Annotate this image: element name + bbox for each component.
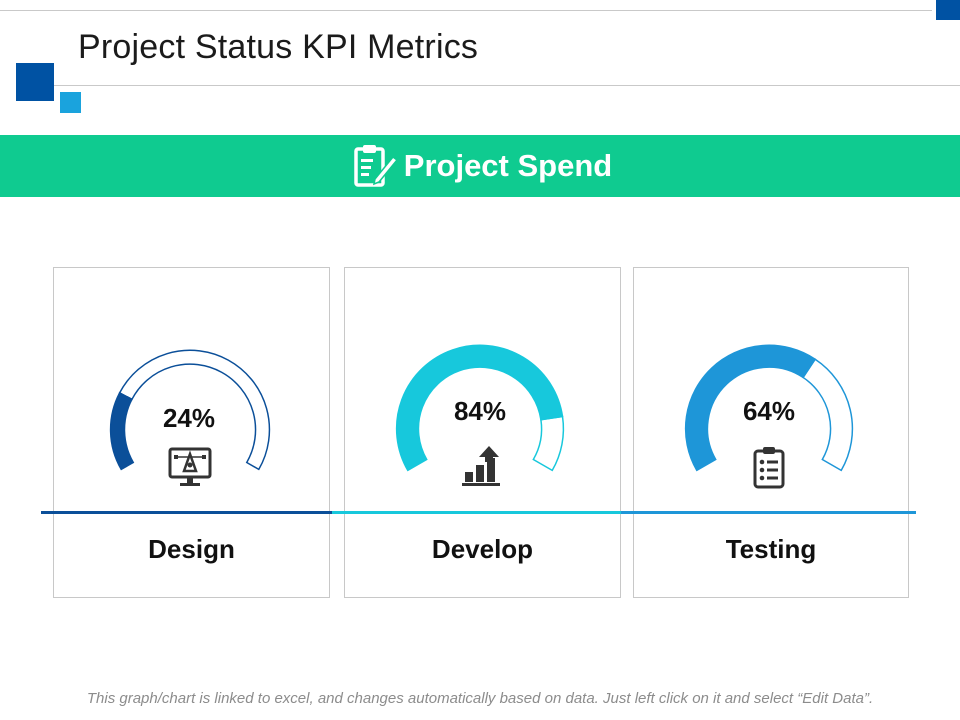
gauge-develop — [395, 344, 565, 472]
corner-accent — [936, 0, 960, 20]
gauge-track-develop — [532, 415, 565, 472]
gauge-fill-testing — [684, 344, 817, 472]
divider-testing — [621, 511, 916, 514]
deco-square-small — [60, 92, 81, 113]
design-monitor-icon — [168, 447, 212, 486]
kpi-label-design: Design — [148, 534, 235, 564]
divider-design — [41, 511, 332, 514]
top-rule — [0, 10, 932, 11]
section-banner: Project Spend — [0, 135, 960, 197]
gauge-value-develop: 84% — [453, 396, 507, 426]
clipboard-pencil-icon — [354, 145, 398, 187]
gauge-value-testing: 64% — [742, 396, 796, 426]
kpi-label-develop: Develop — [431, 534, 534, 564]
footer-note: This graph/chart is linked to excel, and… — [86, 690, 874, 707]
gauge-fill-design — [109, 391, 135, 471]
gauge-fill-develop — [395, 344, 564, 472]
gauge-track-design — [118, 349, 271, 471]
gauge-value-design: 24% — [162, 403, 216, 433]
divider-develop — [332, 511, 621, 514]
kpi-card-develop: 84% Develop — [344, 267, 621, 598]
growth-chart-icon — [462, 446, 500, 486]
gauge-track-testing — [802, 358, 854, 472]
gauge-design — [109, 349, 271, 471]
gauge-testing — [684, 344, 854, 472]
deco-square-large — [16, 63, 54, 101]
kpi-card-design: 24% Design — [53, 267, 330, 598]
page-title: Project Status KPI Metrics — [78, 28, 479, 66]
clipboard-checklist-icon — [753, 447, 785, 489]
banner-title: Project Spend — [403, 148, 613, 183]
title-rule — [52, 85, 960, 86]
kpi-label-testing: Testing — [725, 534, 817, 564]
kpi-card-testing: 64% Testing — [633, 267, 909, 598]
